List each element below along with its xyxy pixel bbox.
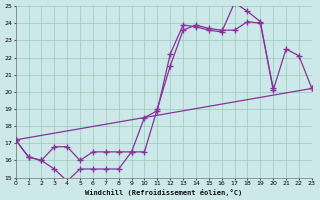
X-axis label: Windchill (Refroidissement éolien,°C): Windchill (Refroidissement éolien,°C) — [85, 189, 242, 196]
